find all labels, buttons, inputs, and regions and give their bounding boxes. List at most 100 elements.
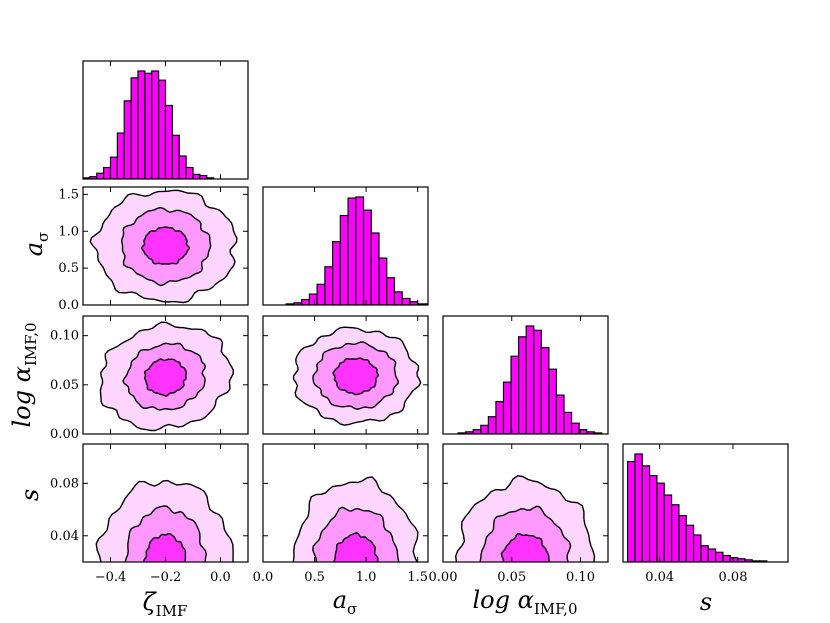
contour-panel-asig-s: 0.0 0.5 1.0 1.5 (253, 443, 429, 585)
hist-bar-s-10 (700, 545, 709, 562)
ytick-label-s-0: 0.04 (50, 529, 79, 544)
hist-bar-asig-6 (308, 293, 318, 305)
hist-bar-zeta-14 (178, 155, 187, 179)
hist-panel-logalpha (442, 315, 609, 435)
contour-level-asig-s-1 (333, 532, 379, 562)
hist-bar-s-3 (648, 475, 658, 562)
hist-panel-asig (262, 186, 429, 306)
ytick-label-asig-0: 0.0 (58, 298, 79, 313)
hist-bar-s-1 (634, 453, 643, 562)
hist-panel-s: 0.04 0.08 (622, 443, 789, 585)
ylabel-asig: aσ (20, 232, 52, 257)
contour-level-logalpha-s-1 (500, 533, 551, 562)
hist-bar-asig-13 (362, 209, 372, 305)
hist-bar-s-4 (656, 482, 665, 562)
hist-bar-zeta-11 (158, 79, 167, 179)
ylabel-logalpha: log αIMF,0 (8, 323, 40, 428)
hist-bar-logalpha-6 (487, 416, 497, 434)
hist-bar-logalpha-4 (472, 429, 482, 434)
hist-bar-zeta-8 (137, 70, 146, 179)
hist-bar-zeta-7 (130, 77, 139, 179)
hist-bar-zeta-16 (192, 173, 201, 179)
hist-bar-logalpha-8 (502, 381, 512, 434)
xtick-label-logalpha-0: 0.00 (429, 570, 458, 585)
hist-bar-asig-5 (301, 298, 311, 305)
ytick-label-asig-3: 1.5 (58, 187, 79, 202)
hist-bar-logalpha-10 (518, 336, 527, 434)
hist-bar-logalpha-14 (548, 368, 558, 434)
ytick-label-s-1: 0.08 (50, 476, 79, 491)
hist-bar-logalpha-17 (570, 422, 580, 434)
xtick-label-asig-0: 0.0 (253, 570, 274, 585)
hist-bar-asig-8 (324, 266, 334, 305)
hist-frame-s (622, 443, 789, 563)
xlabel-logalpha: log αIMF,0 (473, 586, 578, 618)
contour-level-zeta-s-1 (143, 532, 187, 562)
hist-bar-asig-18 (401, 297, 411, 305)
hist-bar-zeta-5 (116, 132, 125, 179)
xtick-label-logalpha-1: 0.05 (497, 570, 526, 585)
hist-bar-asig-10 (339, 214, 349, 305)
hist-bar-logalpha-9 (510, 355, 520, 434)
ytick-label-logalpha-1: 0.05 (50, 378, 79, 393)
hist-bar-zeta-4 (109, 156, 118, 179)
hist-bar-logalpha-7 (495, 401, 505, 434)
hist-bar-zeta-2 (96, 172, 105, 179)
hist-bar-zeta-9 (144, 72, 153, 179)
hist-bar-logalpha-12 (533, 329, 542, 434)
xlabel-asig: aσ (333, 586, 358, 618)
hist-bar-asig-15 (378, 257, 388, 305)
hist-bar-asig-7 (316, 283, 326, 305)
xtick-label-logalpha-2: 0.10 (566, 570, 595, 585)
hist-bar-zeta-3 (103, 166, 112, 179)
hist-bar-s-7 (678, 514, 687, 562)
hist-bar-s-12 (714, 551, 724, 562)
xtick-label-s-0: 0.04 (645, 570, 674, 585)
contour-level-logalpha-s-2 (479, 505, 572, 562)
hist-bar-asig-17 (393, 291, 403, 305)
ytick-label-asig-2: 1.0 (58, 224, 79, 239)
xtick-label-s-1: 0.08 (719, 570, 748, 585)
hist-bar-zeta-6 (123, 100, 132, 179)
hist-bar-asig-16 (386, 277, 396, 305)
contour-panel-zeta-asig: 0.0 0.5 1.0 1.5 (58, 186, 249, 313)
hist-bar-logalpha-11 (525, 325, 535, 434)
xtick-label-asig-3: 1.5 (407, 570, 428, 585)
xtick-label-zeta-1: −0.2 (150, 570, 182, 585)
hist-frame-logalpha (442, 315, 609, 435)
hist-bar-zeta-10 (151, 70, 160, 179)
ytick-label-logalpha-2: 0.10 (50, 329, 79, 344)
contour-level-zeta-s-2 (124, 505, 207, 562)
hist-bar-s-8 (685, 524, 695, 562)
contour-frame-logalpha-s (442, 443, 609, 563)
hist-bar-logalpha-16 (563, 411, 573, 434)
hist-bar-zeta-13 (171, 134, 180, 179)
contour-level-zeta-logalpha-1 (143, 358, 188, 397)
contour-panel-logalpha-s: 0.00 0.05 0.10 (429, 443, 609, 585)
hist-bar-s-9 (692, 534, 702, 562)
xlabel-zeta: ζIMF (143, 588, 188, 620)
hist-bar-s-13 (722, 554, 731, 562)
hist-bar-s-14 (729, 557, 739, 562)
ytick-label-asig-1: 0.5 (58, 261, 79, 276)
hist-bar-zeta-15 (185, 166, 194, 179)
hist-bar-s-11 (707, 548, 717, 562)
hist-bar-s-2 (641, 465, 651, 562)
xtick-label-zeta-2: 0.0 (210, 570, 231, 585)
contour-frame-asig-s (262, 443, 429, 563)
xtick-label-zeta-0: −0.4 (95, 570, 127, 585)
hist-bar-s-0 (626, 460, 636, 562)
hist-bar-asig-11 (347, 197, 357, 305)
ytick-label-logalpha-0: 0.00 (50, 427, 79, 442)
contour-level-asig-logalpha-1 (332, 357, 379, 396)
hist-bar-s-6 (670, 504, 680, 562)
hist-bar-asig-9 (332, 241, 341, 305)
hist-bar-logalpha-5 (480, 424, 489, 434)
contour-panel-zeta-logalpha: 0.00 0.05 0.10 (50, 315, 249, 442)
xtick-label-asig-2: 1.0 (356, 570, 377, 585)
contour-level-zeta-asig-1 (141, 226, 190, 265)
contour-panel-zeta-s: −0.4 −0.2 0.0 0.04 0.08 (50, 443, 249, 585)
hist-bar-asig-12 (355, 196, 365, 305)
xtick-label-asig-1: 0.5 (304, 570, 325, 585)
